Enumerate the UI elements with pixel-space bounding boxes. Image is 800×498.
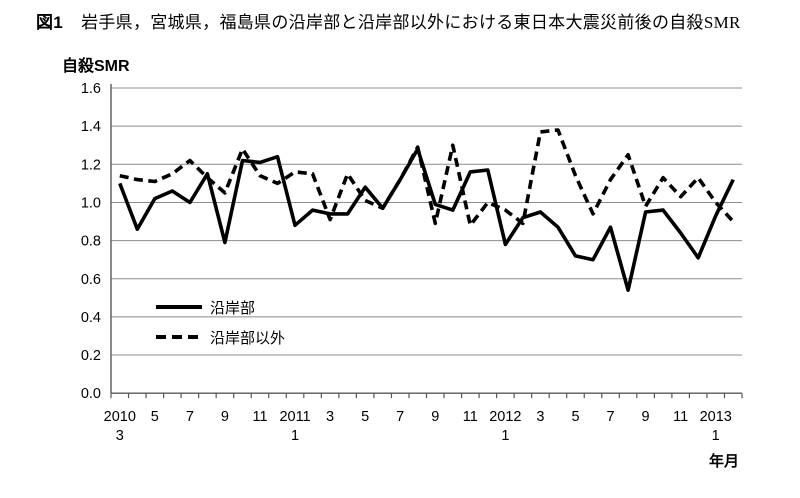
x-tick-label-year: 2012 xyxy=(489,409,521,425)
y-tick-label: 0.8 xyxy=(81,234,101,250)
y-tick-label: 1.6 xyxy=(81,81,101,97)
y-tick-label: 0.6 xyxy=(81,272,101,288)
legend: 沿岸部 沿岸部以外 xyxy=(156,295,285,355)
x-tick-label-month: 7 xyxy=(607,409,615,425)
x-tick-label-month: 1 xyxy=(291,428,299,444)
solid-line-sample xyxy=(156,305,202,309)
figure-title: 岩手県，宮城県，福島県の沿岸部と沿岸部以外における東日本大震災前後の自殺SMR xyxy=(81,13,741,32)
y-tick-label: 0.4 xyxy=(81,310,101,326)
figure-number: 図1 xyxy=(36,13,64,32)
x-tick-label-month: 11 xyxy=(252,409,267,425)
series-line-dashed xyxy=(119,128,735,228)
figure-caption: 図1 岩手県，宮城県，福島県の沿岸部と沿岸部以外における東日本大震災前後の自殺SM… xyxy=(36,12,786,34)
legend-label-non-coastal: 沿岸部以外 xyxy=(210,329,286,347)
y-tick-label: 1.4 xyxy=(81,119,101,135)
y-tick-label: 0.0 xyxy=(81,386,101,402)
x-tick-label-month: 11 xyxy=(463,409,478,425)
x-tick-label-month: 9 xyxy=(431,409,439,425)
x-tick-label-month: 7 xyxy=(396,409,404,425)
legend-item-coastal: 沿岸部 xyxy=(156,295,285,319)
x-tick-label-month: 3 xyxy=(326,409,334,425)
x-tick-label-year: 2013 xyxy=(700,409,732,425)
x-tick-label-month: 1 xyxy=(501,428,509,444)
legend-item-non-coastal: 沿岸部以外 xyxy=(156,325,285,349)
y-tick-label: 1.2 xyxy=(81,157,101,173)
dashed-line-sample xyxy=(156,335,202,339)
y-axis-title: 自殺SMR xyxy=(62,58,130,75)
x-tick-label-month: 3 xyxy=(116,428,124,444)
x-tick-label-month: 1 xyxy=(712,428,720,444)
x-tick-label-month: 5 xyxy=(151,409,159,425)
x-tick-label-month: 7 xyxy=(186,409,194,425)
x-tick-label-month: 9 xyxy=(642,409,650,425)
x-axis-title: 年月 xyxy=(709,453,740,470)
x-tick-label-month: 5 xyxy=(361,409,369,425)
series-line-solid xyxy=(118,147,735,293)
x-tick-label-month: 11 xyxy=(673,409,688,425)
x-tick-label-year: 2011 xyxy=(279,409,310,425)
x-tick-label-year: 2010 xyxy=(104,409,136,425)
x-tick-label-month: 5 xyxy=(571,409,579,425)
x-tick-label-month: 9 xyxy=(221,409,229,425)
y-tick-label: 0.2 xyxy=(81,348,101,364)
legend-label-coastal: 沿岸部 xyxy=(210,299,256,317)
y-tick-label: 1.0 xyxy=(81,195,101,211)
x-tick-label-month: 3 xyxy=(536,409,544,425)
